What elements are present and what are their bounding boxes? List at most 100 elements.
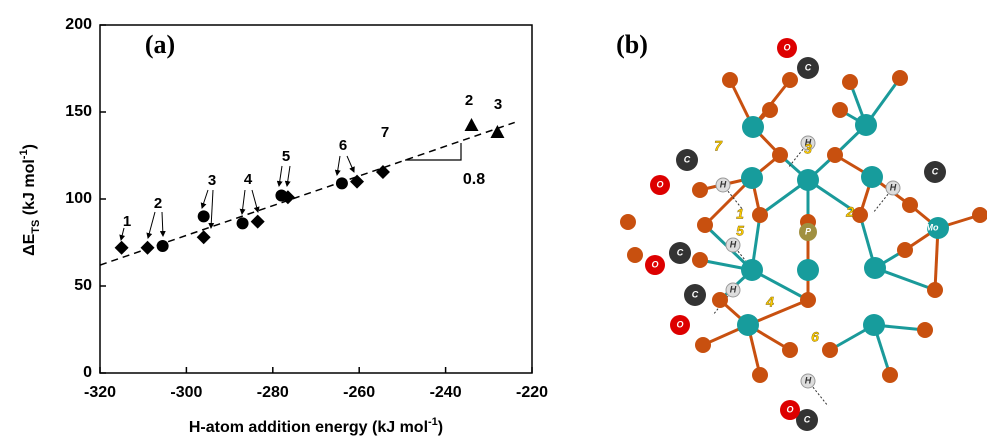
- oxygen-atom: [620, 214, 636, 230]
- mo-atom: [741, 259, 763, 281]
- point: [275, 190, 287, 202]
- oxygen-atom: [902, 197, 918, 213]
- oxygen-atom: [692, 182, 708, 198]
- y-tick-label: 100: [65, 190, 92, 207]
- atom-label: O: [651, 259, 658, 269]
- point: [465, 118, 479, 131]
- x-tick-label: -240: [430, 384, 462, 401]
- point: [157, 240, 169, 252]
- site-number: 7: [714, 138, 723, 154]
- point-annotation: 2: [154, 195, 162, 212]
- point-annotation: 3: [494, 96, 502, 113]
- site-number: 3: [804, 141, 812, 157]
- point: [336, 177, 348, 189]
- x-axis-title-part: ): [438, 419, 443, 436]
- point-annotation: 1: [123, 213, 131, 230]
- slope-triangle: [405, 143, 461, 160]
- oxygen-atom: [712, 292, 728, 308]
- oxygen-atom: [800, 292, 816, 308]
- oxygen-atom: [822, 342, 838, 358]
- point: [141, 241, 155, 255]
- plot-frame: [100, 25, 532, 373]
- annotation-arrow: [162, 212, 163, 236]
- point: [237, 217, 249, 229]
- oxygen-atom: [692, 252, 708, 268]
- y-tick-label: 50: [74, 277, 92, 294]
- y-tick-label: 0: [83, 364, 92, 381]
- y-axis-title: ΔETS (kJ mol-1): [18, 144, 42, 256]
- site-number: 2: [845, 204, 854, 220]
- oxygen-atom: [722, 72, 738, 88]
- atom-label: O: [676, 319, 683, 329]
- atom-label: O: [786, 404, 793, 414]
- atom-label: C: [804, 414, 811, 424]
- atom-label: H: [720, 179, 727, 189]
- x-tick-label: -280: [257, 384, 289, 401]
- oxygen-atom: [882, 367, 898, 383]
- annotation-arrow: [347, 156, 354, 172]
- y-axis-title-part: TS: [30, 220, 42, 234]
- oxygen-atom: [695, 337, 711, 353]
- mo-atom: [741, 167, 763, 189]
- mo-atom: [861, 166, 883, 188]
- mo-atom: [855, 114, 877, 136]
- oxygen-atom: [772, 147, 788, 163]
- atom-label: C: [677, 247, 684, 257]
- point: [115, 241, 129, 255]
- site-number: 6: [811, 329, 819, 345]
- annotation-arrow: [252, 190, 258, 212]
- slope-label: 0.8: [463, 171, 485, 188]
- panel-label: (b): [616, 30, 648, 59]
- annotation-arrow: [242, 190, 245, 214]
- site-number: 4: [765, 294, 774, 310]
- annotation-arrow: [287, 166, 290, 186]
- mo-atom: [863, 314, 885, 336]
- atom-label: C: [932, 166, 939, 176]
- oxygen-atom: [782, 72, 798, 88]
- point-annotation: 2: [465, 92, 473, 109]
- x-axis-title: H-atom addition energy (kJ mol-1): [189, 416, 443, 436]
- x-axis-title-part: H-atom addition energy (kJ mol: [189, 419, 428, 436]
- site-number: 1: [736, 206, 744, 222]
- site-number: 5: [736, 223, 744, 239]
- oxygen-atom: [627, 247, 643, 263]
- oxygen-atom: [752, 207, 768, 223]
- oxygen-atom: [852, 207, 868, 223]
- point: [251, 215, 265, 229]
- atom-label: H: [890, 182, 897, 192]
- annotation-arrow: [202, 190, 208, 208]
- mo-atom: [864, 257, 886, 279]
- atom-label: C: [805, 62, 812, 72]
- y-axis-title-part: ): [21, 144, 38, 149]
- annotation-arrow: [279, 166, 282, 186]
- oxygen-atom: [697, 217, 713, 233]
- x-tick-label: -320: [84, 384, 116, 401]
- x-tick-label: -220: [516, 384, 548, 401]
- oxygen-atom: [842, 74, 858, 90]
- point-annotation: 4: [244, 171, 253, 188]
- x-tick-label: -260: [343, 384, 375, 401]
- point-annotation: 7: [381, 124, 389, 141]
- atom-label: C: [692, 289, 699, 299]
- oxygen-atom: [752, 367, 768, 383]
- atom-label: H: [730, 239, 737, 249]
- atom-label: O: [656, 179, 663, 189]
- atom-label: P: [805, 226, 812, 236]
- atom-label: H: [730, 284, 737, 294]
- annotation-arrow: [211, 190, 213, 228]
- oxygen-atom: [832, 102, 848, 118]
- y-tick-label: 150: [65, 103, 92, 120]
- atom-label: C: [684, 154, 691, 164]
- panel-label: (a): [145, 30, 175, 59]
- mo-atom: [797, 169, 819, 191]
- annotation-arrow: [148, 212, 155, 238]
- x-axis-title-part: -1: [428, 416, 438, 428]
- annotation-arrow: [337, 156, 340, 175]
- mo-atom: [742, 116, 764, 138]
- y-axis-title-part: -1: [18, 149, 30, 159]
- figure: MoPCCCCCCOOOOOHHHHHH1234567 -320-300-280…: [0, 0, 987, 442]
- y-axis-title-part: (kJ mol: [21, 159, 38, 219]
- point-annotation: 3: [208, 172, 216, 189]
- point: [198, 210, 210, 222]
